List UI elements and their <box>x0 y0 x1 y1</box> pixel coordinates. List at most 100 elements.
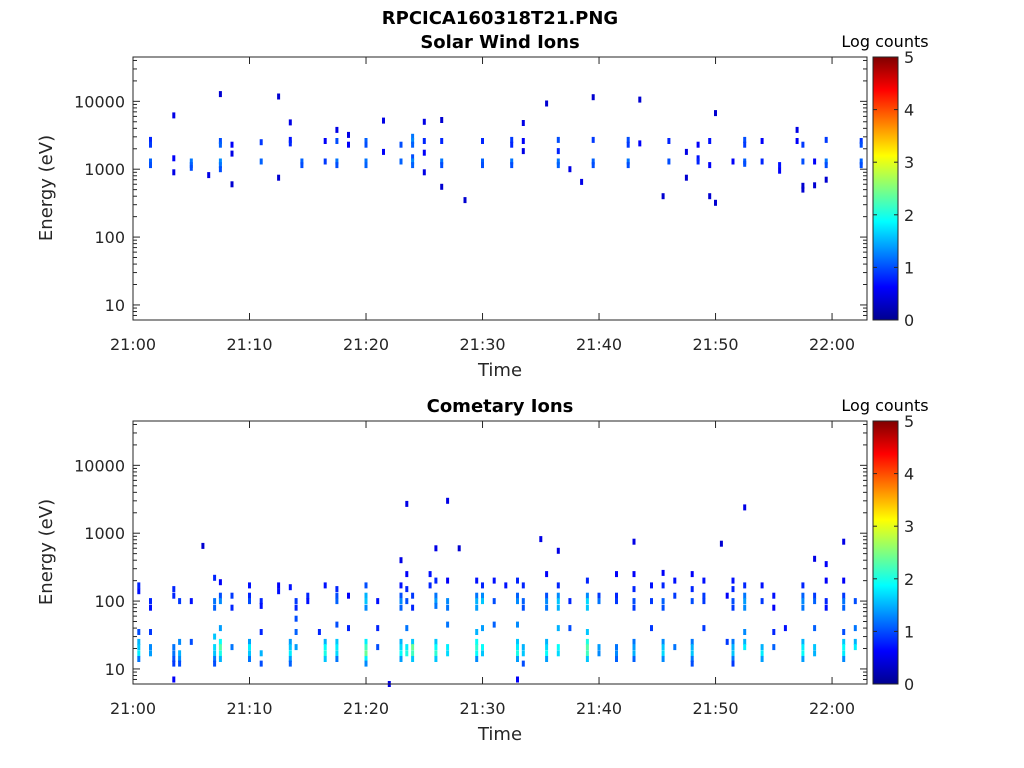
heatmap-cell <box>556 158 560 165</box>
heatmap-cell <box>626 158 630 165</box>
heatmap-cell <box>481 650 484 657</box>
heatmap-cell <box>434 598 438 605</box>
heatmap-cell <box>760 656 764 662</box>
heatmap-cell <box>801 604 805 611</box>
heatmap-cell <box>428 582 432 589</box>
heatmap-cell <box>556 592 560 599</box>
heatmap-cell <box>306 592 310 599</box>
heatmap-cell <box>294 604 298 611</box>
heatmap-cell <box>626 141 630 148</box>
heatmap-cell <box>335 126 339 133</box>
heatmap-cell <box>178 656 182 662</box>
heatmap-cell <box>842 650 846 657</box>
colorbar-tick-label: 4 <box>904 465 914 484</box>
heatmap-cell <box>556 148 560 155</box>
plot-area <box>133 421 867 684</box>
heatmap-cell <box>772 629 776 635</box>
x-tick-label: 21:10 <box>226 335 272 354</box>
heatmap-cell <box>760 582 764 589</box>
heatmap-cell <box>277 588 281 595</box>
x-tick-label: 21:30 <box>459 699 505 718</box>
heatmap-cell <box>545 656 549 662</box>
colorbar-tick-label: 1 <box>904 622 914 641</box>
heatmap-cell <box>405 586 409 593</box>
heatmap-cell <box>213 574 217 581</box>
heatmap-cell <box>743 160 747 167</box>
heatmap-cell <box>218 656 222 662</box>
heatmap-cell <box>137 644 141 651</box>
heatmap-cell <box>248 582 251 589</box>
heatmap-cell <box>615 598 618 605</box>
colorbar <box>872 420 899 685</box>
heatmap-cell <box>213 656 217 662</box>
heatmap-cell <box>335 650 339 657</box>
heatmap-cell <box>853 625 857 632</box>
heatmap-cell <box>434 650 438 657</box>
heatmap-cell <box>288 660 292 667</box>
heatmap-cell <box>335 644 339 651</box>
heatmap-cell <box>813 644 817 651</box>
heatmap-cell <box>568 625 572 632</box>
heatmap-cell <box>259 650 263 657</box>
heatmap-cell <box>306 598 310 605</box>
heatmap-cell <box>335 592 339 599</box>
heatmap-cell <box>545 638 549 645</box>
heatmap-cell <box>364 582 368 589</box>
heatmap-cell <box>795 126 799 133</box>
heatmap-cell <box>440 158 444 165</box>
heatmap-cell <box>434 638 438 645</box>
heatmap-cell <box>347 592 350 599</box>
heatmap-cell <box>743 598 747 605</box>
heatmap-cell <box>813 650 817 657</box>
heatmap-cell <box>172 169 176 176</box>
heatmap-cell <box>684 148 688 155</box>
colorbar-tick-label: 2 <box>904 570 914 589</box>
heatmap-cell <box>201 542 205 549</box>
heatmap-cell <box>801 158 805 165</box>
heatmap-cell <box>248 592 251 599</box>
heatmap-cell <box>516 621 519 628</box>
heatmap-cell <box>230 644 234 651</box>
heatmap-cell <box>632 598 636 605</box>
heatmap-cell <box>335 158 339 165</box>
heatmap-cell <box>218 625 222 632</box>
heatmap-cell <box>277 582 281 589</box>
colorbar-label: Log counts <box>841 32 928 51</box>
heatmap-cell <box>218 138 222 144</box>
heatmap-cell <box>684 174 688 181</box>
heatmap-cell <box>842 644 846 651</box>
heatmap-cell <box>405 571 409 578</box>
heatmap-cell <box>364 141 368 148</box>
heatmap-cell <box>230 604 234 611</box>
panel-title: Cometary Ions <box>427 396 574 417</box>
heatmap-cell <box>178 598 182 605</box>
heatmap-cell <box>521 148 525 155</box>
heatmap-cell <box>702 577 706 584</box>
heatmap-cell <box>218 166 222 173</box>
heatmap-cell <box>516 644 519 651</box>
heatmap-cell <box>772 592 776 599</box>
heatmap-cell <box>248 644 251 651</box>
heatmap-cell <box>545 571 549 578</box>
heatmap-cell <box>801 650 805 657</box>
heatmap-cell <box>288 140 292 147</box>
heatmap-cell <box>813 158 817 165</box>
heatmap-cell <box>481 592 484 599</box>
x-tick-label: 21:50 <box>692 335 738 354</box>
heatmap-cell <box>399 592 403 599</box>
heatmap-cell <box>218 158 222 165</box>
heatmap-cell <box>335 162 339 169</box>
y-tick-label: 1000 <box>84 160 125 179</box>
heatmap-cell <box>783 625 787 632</box>
heatmap-cell <box>364 650 368 657</box>
heatmap-cell <box>172 586 176 593</box>
heatmap-cell <box>440 117 444 123</box>
heatmap-cell <box>347 131 350 138</box>
heatmap-cell <box>650 598 653 605</box>
axes-frame <box>132 56 868 321</box>
heatmap-cell <box>137 650 141 657</box>
heatmap-cell <box>294 598 298 605</box>
heatmap-cell <box>760 138 764 144</box>
heatmap-cell <box>813 555 817 562</box>
